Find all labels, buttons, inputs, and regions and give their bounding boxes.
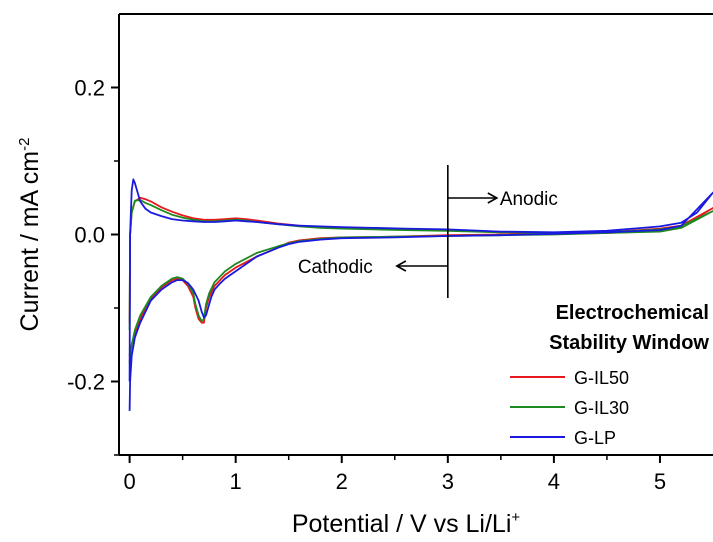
ticks: 0 1 2 3 4 5 -0.2 0.0 0.2 [67, 76, 666, 495]
cathodic-label: Cathodic [298, 257, 373, 278]
series-line-g-lp [128, 178, 713, 411]
y-axis-title: Current / mA cm-2 [16, 138, 44, 332]
legend-label: G-LP [574, 428, 616, 448]
x-tick-label: 1 [230, 469, 242, 494]
legend-title-line1: Electrochemical [556, 302, 709, 324]
legend: Electrochemical Stability Window G-IL50 G… [510, 302, 709, 448]
y-axis-title-sup: -2 [16, 138, 33, 151]
cathodic-arrowhead-icon [395, 260, 407, 272]
x-axis-title-text: Potential / V vs Li/Li [292, 510, 512, 538]
x-tick-label: 5 [654, 469, 666, 494]
y-tick-label: -0.2 [67, 370, 105, 395]
x-tick-label: 4 [548, 469, 560, 494]
legend-label: G-IL50 [574, 368, 629, 388]
y-tick-label: 0.0 [74, 223, 105, 248]
y-axis-title-text: Current / mA cm [16, 151, 44, 332]
x-tick-label: 3 [442, 469, 454, 494]
anodic-arrowhead-icon [487, 192, 499, 204]
x-axis-title-sup: + [511, 509, 520, 526]
x-tick-label: 2 [336, 469, 348, 494]
series-layer [128, 178, 713, 411]
y-tick-label: 0.2 [74, 76, 105, 101]
series-line-g-il30 [128, 199, 713, 364]
axes [118, 13, 713, 456]
x-tick-label: 0 [123, 469, 135, 494]
legend-label: G-IL30 [574, 398, 629, 418]
annotations: Anodic Cathodic [298, 165, 558, 298]
x-axis-title: Potential / V vs Li/Li+ [292, 509, 521, 538]
anodic-label: Anodic [500, 189, 558, 210]
legend-title-line2: Stability Window [549, 332, 709, 354]
